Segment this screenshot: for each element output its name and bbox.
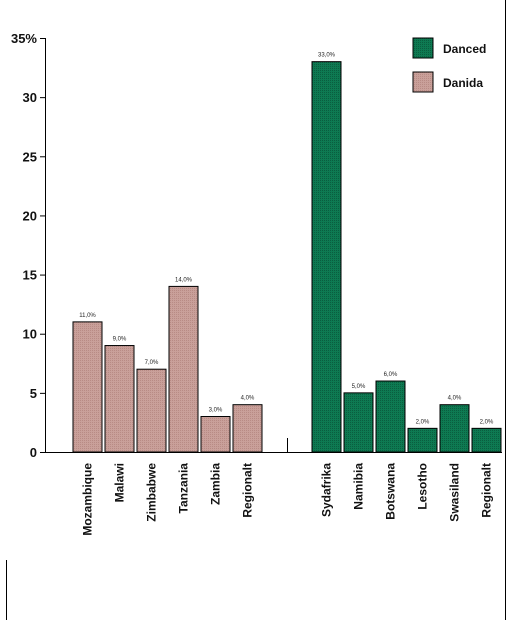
category-label: Zambia <box>209 463 223 505</box>
category-label: Sydafrika <box>320 463 334 517</box>
y-tick-label: 20 <box>23 208 37 223</box>
y-tick-label: 35% <box>11 31 37 46</box>
y-tick-label: 15 <box>23 268 37 283</box>
data-label: 2,0% <box>480 419 494 425</box>
category-label: Zimbabwe <box>145 463 159 522</box>
data-label: 4,0% <box>448 396 462 402</box>
data-label: 5,0% <box>352 384 366 390</box>
bar-danced-botswana <box>375 380 406 453</box>
data-label: 3,0% <box>209 408 223 414</box>
legend-label-danida: Danida <box>443 76 483 90</box>
bar-danida-zimbabwe <box>136 368 167 453</box>
category-label: Namibia <box>352 463 366 510</box>
data-label: 7,0% <box>145 360 159 366</box>
data-label: 11,0% <box>79 313 96 319</box>
category-label: Regionalt <box>241 463 255 518</box>
bar-danced-lesotho <box>407 427 438 453</box>
data-label: 4,0% <box>241 396 255 402</box>
bar-danida-zambia <box>200 416 231 453</box>
bar-danced-namibia <box>343 392 374 453</box>
y-tick-label: 5 <box>30 386 37 401</box>
data-label: 9,0% <box>113 337 127 343</box>
category-label: Swasiland <box>448 463 462 522</box>
legend-swatch-danced <box>412 37 434 59</box>
category-label: Tanzania <box>177 463 191 514</box>
y-tick-label: 0 <box>30 445 37 460</box>
bar-danced-swasiland <box>439 404 470 453</box>
bar-danida-malawi <box>104 345 135 453</box>
y-tick-label: 30 <box>23 90 37 105</box>
data-label: 33,0% <box>318 53 336 59</box>
category-label: Lesotho <box>416 463 430 510</box>
legend-label-danced: Danced <box>443 42 486 56</box>
bar-danced-sydafrika <box>311 61 342 453</box>
category-label: Botswana <box>384 463 398 520</box>
category-label: Regionalt <box>480 463 494 518</box>
category-label: Mozambique <box>81 463 95 536</box>
data-label: 14,0% <box>175 277 193 283</box>
bar-danida-mozambique <box>72 321 103 453</box>
bar-danced-regionalt <box>471 427 502 453</box>
legend-swatch-danida <box>412 71 434 93</box>
y-tick-label: 10 <box>23 327 37 342</box>
bar-danida-tanzania <box>168 285 199 453</box>
y-tick-label: 25 <box>23 149 37 164</box>
data-label: 2,0% <box>416 419 430 425</box>
bar-danida-regionalt <box>232 404 263 453</box>
data-label: 6,0% <box>384 372 398 378</box>
category-label: Malawi <box>113 463 127 502</box>
